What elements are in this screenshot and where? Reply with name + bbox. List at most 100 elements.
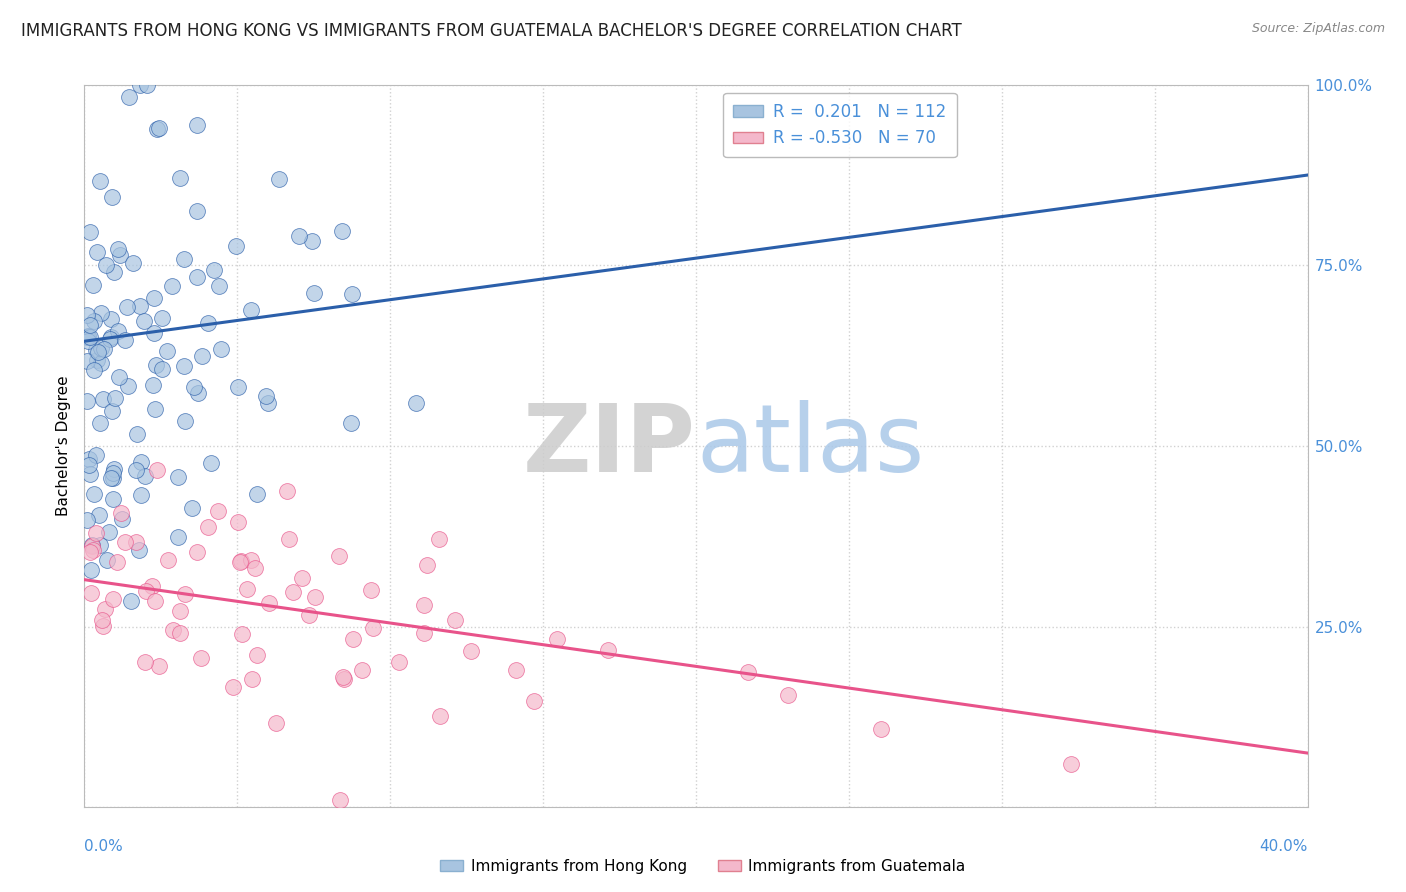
Point: [142, 378, 165, 392]
Point: [778, 688, 800, 702]
Point: [360, 582, 382, 597]
Point: [202, 263, 225, 277]
Point: [77, 329, 100, 343]
Point: [125, 427, 148, 442]
Point: [80, 563, 103, 577]
Point: [197, 520, 219, 534]
Point: [100, 471, 122, 485]
Point: [108, 369, 131, 384]
Point: [167, 470, 190, 484]
Point: [96, 258, 118, 272]
Point: [340, 416, 363, 430]
Point: [114, 535, 136, 549]
Point: [169, 171, 191, 186]
Point: [114, 333, 136, 347]
Point: [191, 349, 214, 363]
Point: [350, 664, 373, 678]
Point: [125, 463, 148, 477]
Point: [83, 486, 105, 500]
Text: ZIP: ZIP: [523, 400, 696, 492]
Point: [523, 693, 546, 707]
Point: [186, 544, 208, 558]
Point: [83, 363, 105, 377]
Point: [79, 467, 101, 481]
Point: [143, 402, 166, 417]
Point: [143, 291, 166, 305]
Point: [546, 632, 568, 646]
Point: [103, 466, 125, 480]
Point: [245, 487, 267, 501]
Point: [330, 224, 353, 238]
Point: [129, 455, 152, 469]
Point: [103, 461, 125, 475]
Point: [143, 326, 166, 341]
Point: [82, 543, 104, 558]
Point: [150, 311, 173, 326]
Point: [169, 625, 191, 640]
Point: [87, 508, 110, 522]
Point: [416, 558, 439, 572]
Point: [143, 594, 166, 608]
Point: [125, 534, 148, 549]
Point: [107, 324, 129, 338]
Point: [148, 659, 170, 673]
Point: [225, 239, 247, 253]
Point: [101, 189, 124, 203]
Point: [229, 554, 252, 568]
Point: [288, 228, 311, 243]
Point: [304, 285, 326, 300]
Point: [135, 583, 157, 598]
Point: [281, 585, 304, 599]
Point: [162, 279, 184, 293]
Point: [246, 648, 269, 662]
Point: [79, 545, 101, 559]
Point: [134, 655, 156, 669]
Point: [100, 330, 122, 344]
Point: [110, 506, 132, 520]
Point: [90, 356, 112, 370]
Point: [276, 483, 298, 498]
Point: [298, 607, 321, 622]
Point: [101, 404, 124, 418]
Point: [115, 300, 138, 314]
Point: [84, 448, 107, 462]
Point: [104, 392, 127, 406]
Point: [257, 596, 280, 610]
Point: [226, 380, 249, 394]
Point: [405, 396, 427, 410]
Point: [208, 278, 231, 293]
Point: [342, 287, 364, 301]
Text: 40.0%: 40.0%: [1260, 838, 1308, 854]
Point: [505, 663, 527, 677]
Point: [136, 78, 159, 92]
Point: [122, 256, 145, 270]
Point: [174, 586, 197, 600]
Point: [129, 299, 152, 313]
Point: [91, 392, 114, 407]
Point: [111, 512, 134, 526]
Point: [101, 492, 124, 507]
Point: [76, 512, 98, 526]
Point: [134, 469, 156, 483]
Point: [145, 122, 167, 136]
Point: [413, 598, 436, 612]
Point: [427, 533, 450, 547]
Point: [443, 613, 465, 627]
Point: [86, 245, 108, 260]
Point: [329, 793, 352, 807]
Point: [173, 252, 195, 267]
Point: [76, 354, 98, 368]
Point: [141, 579, 163, 593]
Point: [187, 386, 209, 401]
Point: [596, 643, 619, 657]
Text: IMMIGRANTS FROM HONG KONG VS IMMIGRANTS FROM GUATEMALA BACHELOR'S DEGREE CORRELA: IMMIGRANTS FROM HONG KONG VS IMMIGRANTS …: [21, 22, 962, 40]
Point: [231, 627, 253, 641]
Point: [169, 604, 191, 618]
Point: [429, 709, 451, 723]
Point: [105, 555, 128, 569]
Point: [90, 341, 112, 355]
Point: [129, 488, 152, 502]
Point: [197, 316, 219, 330]
Point: [173, 359, 195, 373]
Point: [117, 379, 139, 393]
